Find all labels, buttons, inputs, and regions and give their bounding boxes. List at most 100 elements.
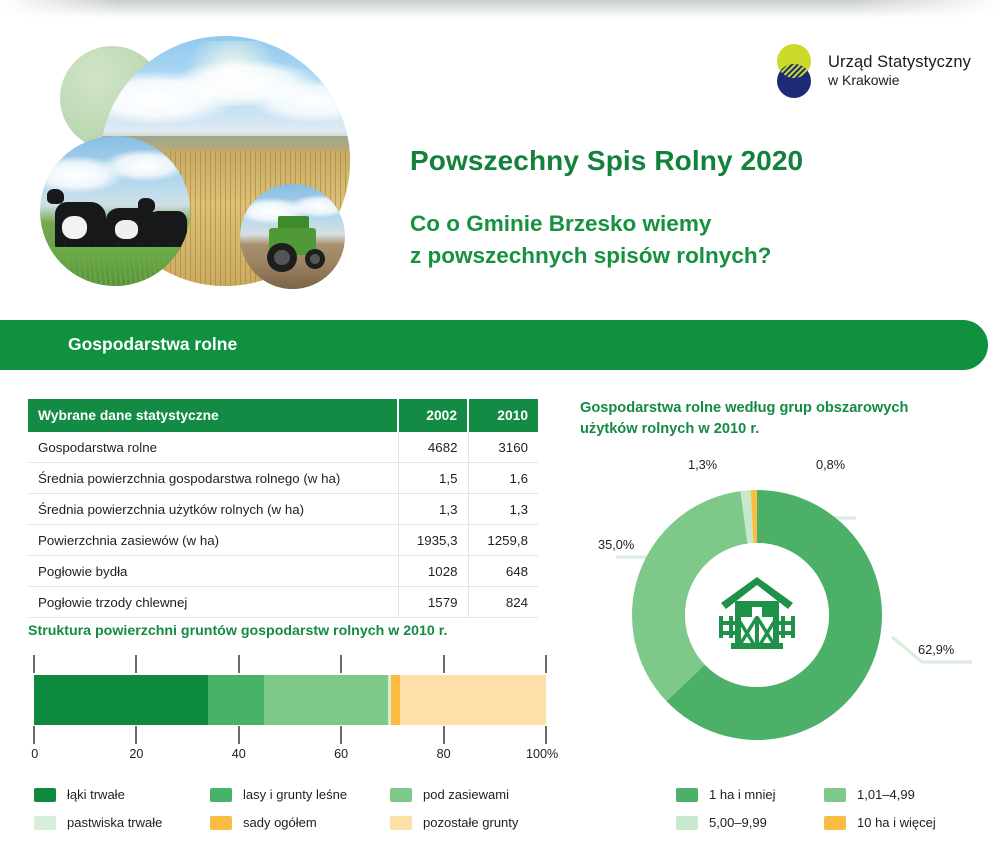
logo-line2: w Krakowie xyxy=(827,72,900,89)
legend-swatch xyxy=(824,815,846,830)
bar-chart-tick-labels: 0 20 40 60 80 100% xyxy=(31,747,558,765)
row-label: Średnia powierzchnia użytków rolnych (w … xyxy=(28,493,398,525)
bar-segment xyxy=(400,675,546,725)
legend-label: 1 ha i mniej xyxy=(709,787,776,802)
bar-segment xyxy=(34,675,209,725)
legend-swatch xyxy=(824,787,846,802)
cow-leg xyxy=(86,239,90,251)
row-value-2002: 1935,3 xyxy=(397,524,468,556)
donut-chart-title: Gospodarstwa rolne według grup obszarowy… xyxy=(580,398,908,440)
row-value-2010: 1,6 xyxy=(467,462,538,494)
axis-tick xyxy=(340,726,343,744)
page-subtitle-line1: Co o Gminie Brzesko wiemy xyxy=(410,211,712,236)
row-value-2010: 824 xyxy=(467,586,538,618)
axis-tick xyxy=(33,726,35,744)
donut-title-line1: Gospodarstwa rolne według grup obszarowy… xyxy=(580,400,909,416)
cow-head xyxy=(46,188,65,205)
bar-segment xyxy=(391,675,401,725)
legend-swatch xyxy=(210,815,232,830)
statistics-table: Wybrane dane statystyczne 2002 2010 Gosp… xyxy=(28,399,538,618)
row-value-2002: 4682 xyxy=(397,432,468,463)
strip-fade-left xyxy=(0,0,120,18)
legend-label: 10 ha i więcej xyxy=(857,815,936,830)
legend-label: pozostałe grunty xyxy=(423,815,519,830)
page-title: Powszechny Spis Rolny 2020 xyxy=(410,145,804,176)
clouds xyxy=(100,56,350,126)
axis-tick-label: 20 xyxy=(129,747,144,761)
table-row: Pogłowie trzody chlewnej 1579 824 xyxy=(28,586,538,618)
axis-tick xyxy=(545,726,547,744)
tractor-rear-wheel xyxy=(267,242,297,273)
bar-chart-stack xyxy=(34,675,546,725)
section-header-bar xyxy=(0,320,988,370)
tractor-photo xyxy=(240,184,345,289)
cow xyxy=(148,211,187,253)
table-col-label: Wybrane dane statystyczne xyxy=(28,399,398,432)
row-label: Pogłowie trzody chlewnej xyxy=(28,586,398,618)
axis-tick xyxy=(33,655,35,673)
clouds xyxy=(40,145,190,196)
axis-tick xyxy=(340,655,343,673)
table-row: Średnia powierzchnia gospodarstwa rolneg… xyxy=(28,462,538,494)
table-col-2002: 2002 xyxy=(397,399,468,432)
axis-tick-label: 60 xyxy=(334,747,349,761)
row-value-2010: 1259,8 xyxy=(467,524,538,556)
table-body: Gospodarstwa rolne 4682 3160 Średnia pow… xyxy=(28,432,538,618)
legend-item: 1,01–4,99 xyxy=(824,787,936,802)
bar-chart-title: Struktura powierzchni gruntów gospodarst… xyxy=(28,623,448,639)
top-gradient-strip xyxy=(0,0,1001,18)
legend-item: 1 ha i mniej xyxy=(676,787,824,802)
donut-slice xyxy=(750,490,757,544)
row-value-2002: 1,3 xyxy=(397,493,468,525)
legend-swatch xyxy=(676,787,698,802)
legend-label: 5,00–9,99 xyxy=(709,815,767,830)
donut-pct-left: 35,0% xyxy=(598,537,635,552)
legend-item: łąki trwałe xyxy=(34,787,210,802)
legend-item: pozostałe grunty xyxy=(390,815,518,830)
row-value-2010: 1,3 xyxy=(467,493,538,525)
photo-collage xyxy=(40,28,380,298)
cow xyxy=(46,188,106,253)
bar-segment xyxy=(208,675,265,725)
logo-text: Urząd Statystyczny w Krakowie xyxy=(828,53,971,89)
tractor-front-wheel xyxy=(305,249,326,270)
strip-fade-right xyxy=(851,0,1001,18)
row-value-2002: 1028 xyxy=(397,555,468,587)
cow-patch xyxy=(62,216,87,239)
row-label: Powierzchnia zasiewów (w ha) xyxy=(28,524,398,556)
donut-slice xyxy=(666,490,882,740)
table-col-2010: 2010 xyxy=(467,399,538,432)
row-label: Gospodarstwa rolne xyxy=(28,432,398,463)
legend-label: pastwiska trwałe xyxy=(67,815,163,830)
cow-leg xyxy=(172,242,175,252)
bar-segment xyxy=(264,675,389,725)
donut-chart: 1,3% 0,8% 35,0% 62,9% xyxy=(598,455,990,755)
cow-patch xyxy=(115,220,138,239)
grass xyxy=(40,247,190,286)
axis-tick xyxy=(545,655,547,673)
legend-item: sady ogółem xyxy=(210,815,390,830)
legend-swatch xyxy=(34,787,56,802)
table-header: Wybrane dane statystyczne 2002 2010 xyxy=(28,399,538,432)
table-header-row: Wybrane dane statystyczne 2002 2010 xyxy=(28,399,538,432)
barn-icon xyxy=(719,577,795,649)
legend-item: pod zasiewami xyxy=(390,787,518,802)
donut-title-line2: użytków rolnych w 2010 r. xyxy=(580,421,760,438)
legend-label: sady ogółem xyxy=(243,815,317,830)
page-subtitle-line2: z powszechnych spisów rolnych? xyxy=(410,242,772,268)
donut-arcs xyxy=(632,490,882,740)
axis-tick xyxy=(237,726,240,744)
row-value-2010: 3160 xyxy=(467,432,538,463)
urzad-statystyczny-logo: Urząd Statystyczny w Krakowie xyxy=(770,40,971,102)
legend-swatch xyxy=(210,787,232,802)
section-header-label: Gospodarstwa rolne xyxy=(68,334,238,354)
hero-section: Urząd Statystyczny w Krakowie Powszechny… xyxy=(0,18,1001,310)
legend-label: pod zasiewami xyxy=(423,787,509,802)
axis-tick xyxy=(237,655,240,673)
axis-tick-label: 100% xyxy=(526,747,559,761)
row-value-2002: 1579 xyxy=(397,586,468,618)
legend-swatch xyxy=(676,815,698,830)
legend-swatch xyxy=(34,815,56,830)
legend-item: 5,00–9,99 xyxy=(676,815,824,830)
legend-item: pastwiska trwałe xyxy=(34,815,210,830)
